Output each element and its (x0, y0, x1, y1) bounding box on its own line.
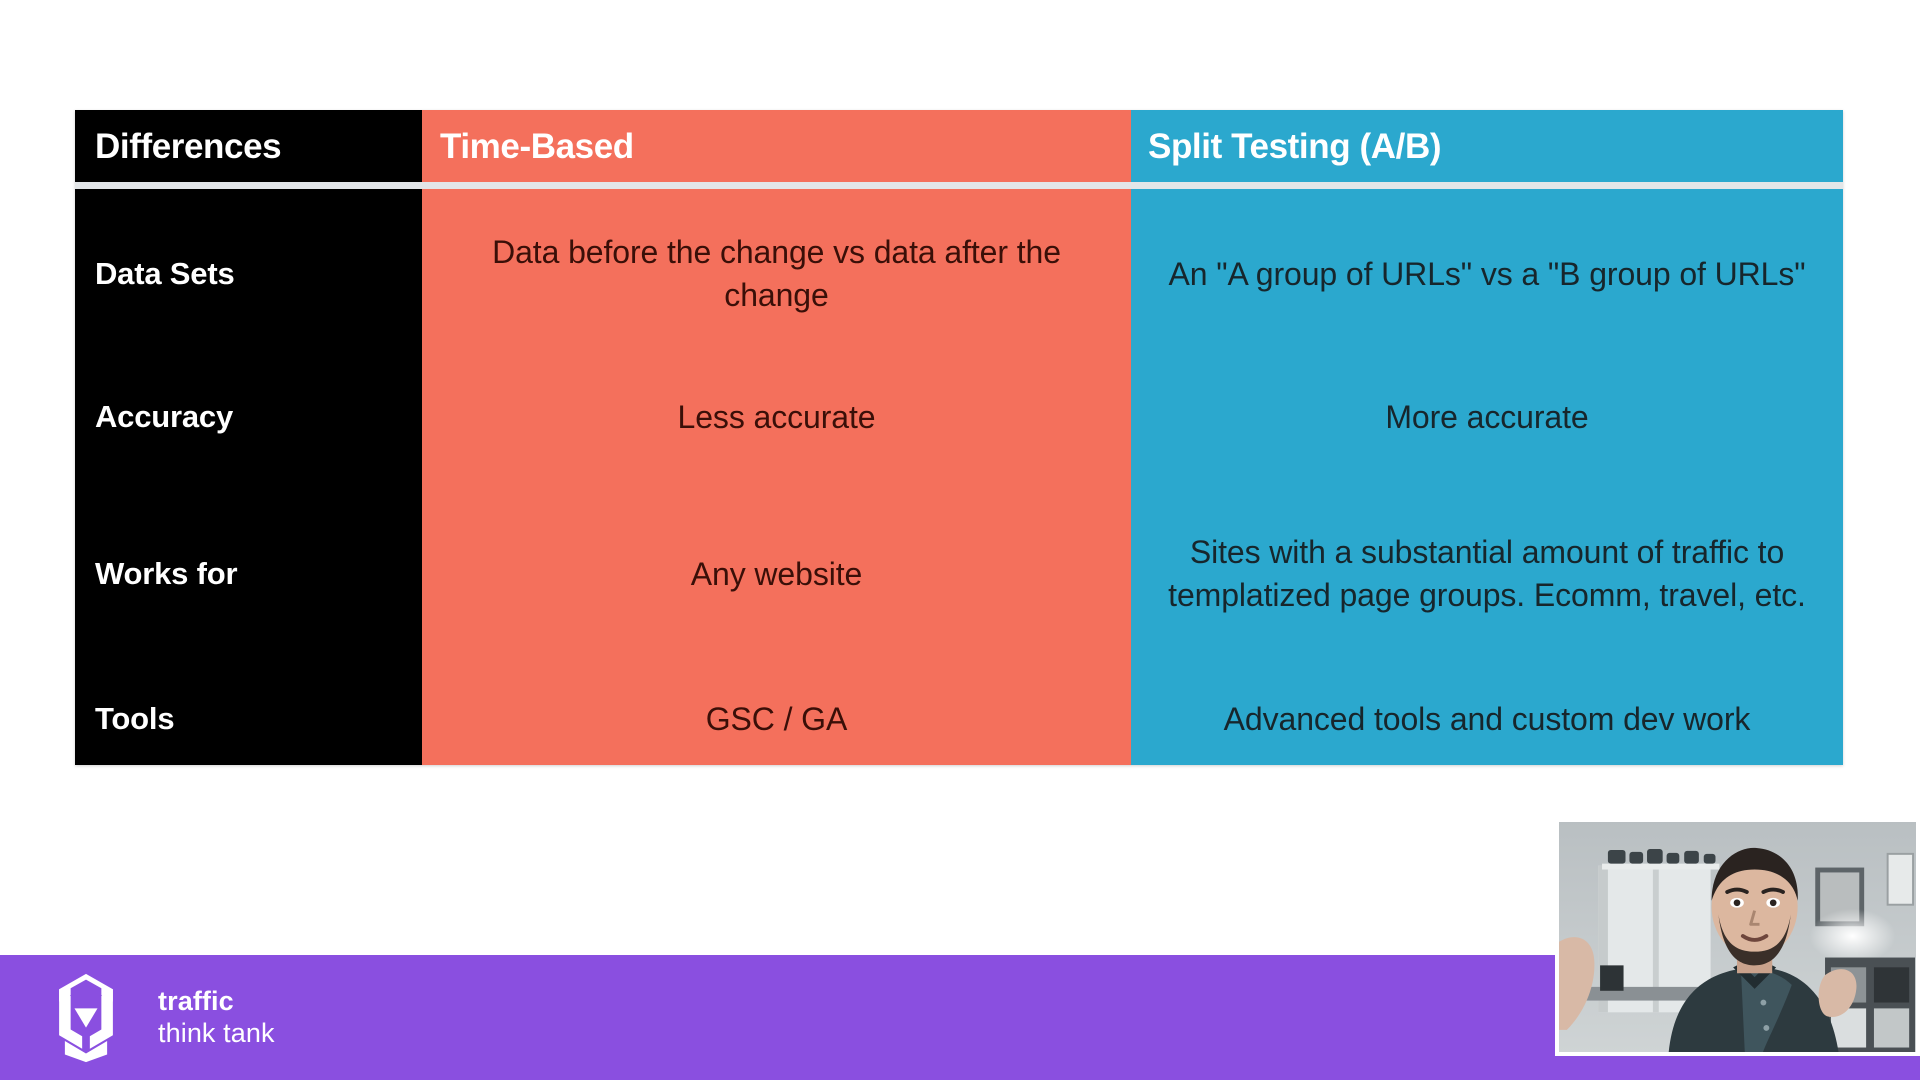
brand-wordmark: traffic think tank (158, 986, 275, 1050)
table-column-row-labels: Data Sets Accuracy Works for Tools (75, 189, 422, 765)
table-column-split-testing: An "A group of URLs" vs a "B group of UR… (1131, 189, 1843, 765)
table-header-cell-time-based: Time-Based (422, 110, 1131, 182)
table-row: Tools (75, 673, 422, 765)
table-row: Data Sets (75, 189, 422, 359)
table-cell: An "A group of URLs" vs a "B group of UR… (1131, 189, 1843, 359)
cell-time-based-accuracy: Less accurate (677, 398, 876, 435)
table-header-label-time-based: Time-Based (440, 126, 634, 166)
table-cell: GSC / GA (422, 673, 1131, 765)
table-header-cell-differences: Differences (75, 110, 422, 182)
cell-split-testing-tools: Advanced tools and custom dev work (1223, 700, 1751, 737)
table-header-row: Differences Time-Based Split Testing (A/… (75, 110, 1843, 182)
table-cell: More accurate (1131, 359, 1843, 475)
brand-name-line-1: traffic (158, 985, 234, 1016)
table-cell: Less accurate (422, 359, 1131, 475)
row-label-accuracy: Accuracy (95, 398, 233, 434)
cell-time-based-tools: GSC / GA (705, 700, 848, 737)
comparison-table: Differences Time-Based Split Testing (A/… (75, 110, 1843, 765)
table-header-cell-split-testing: Split Testing (A/B) (1131, 110, 1843, 182)
cell-split-testing-works-for: Sites with a substantial amount of traff… (1168, 534, 1806, 613)
table-header-label-split-testing: Split Testing (A/B) (1148, 126, 1442, 166)
table-header-label-differences: Differences (95, 126, 282, 166)
table-row: Accuracy (75, 359, 422, 475)
cell-split-testing-accuracy: More accurate (1385, 398, 1589, 435)
traffic-think-tank-logo-icon (38, 970, 134, 1066)
table-cell: Data before the change vs data after the… (422, 189, 1131, 359)
table-column-time-based: Data before the change vs data after the… (422, 189, 1131, 765)
brand-name-line-2: think tank (158, 1017, 275, 1048)
webcam-picture-in-picture[interactable] (1555, 818, 1920, 1056)
row-label-works-for: Works for (95, 555, 238, 591)
row-label-data-sets: Data Sets (95, 255, 235, 291)
table-row: Works for (75, 475, 422, 673)
cell-time-based-data-sets: Data before the change vs data after the… (492, 234, 1061, 313)
cell-time-based-works-for: Any website (690, 555, 863, 592)
table-cell: Sites with a substantial amount of traff… (1131, 475, 1843, 673)
row-label-tools: Tools (95, 700, 175, 736)
table-cell: Any website (422, 475, 1131, 673)
cell-split-testing-data-sets: An "A group of URLs" vs a "B group of UR… (1168, 255, 1806, 292)
table-body: Data Sets Accuracy Works for Tools Data … (75, 182, 1843, 765)
table-cell: Advanced tools and custom dev work (1131, 673, 1843, 765)
